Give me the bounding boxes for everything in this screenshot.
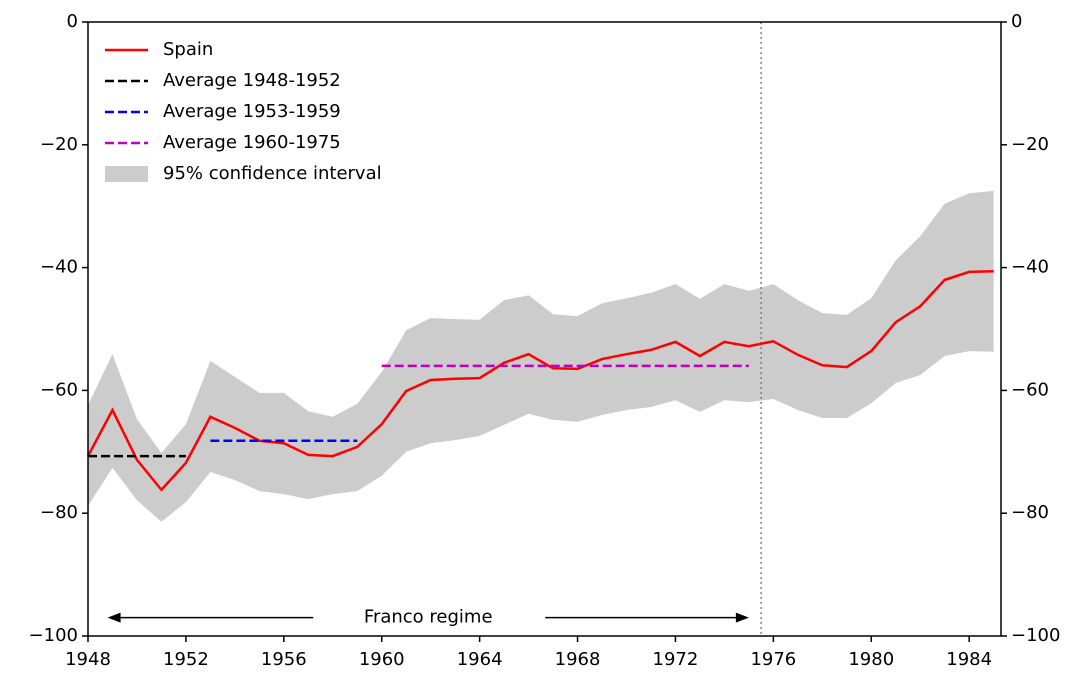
x-tick-label: 1976 (750, 649, 796, 670)
x-tick-label: 1968 (555, 649, 601, 670)
confidence-band (88, 190, 994, 522)
arrow-head (735, 612, 749, 623)
x-tick-label: 1956 (261, 649, 307, 670)
y-tick-label: −80 (40, 502, 78, 523)
data-line (86, 270, 994, 492)
y2-tick-label: −20 (1011, 134, 1049, 155)
annotation-text: Franco regime (364, 607, 493, 628)
legend-label: Spain (163, 39, 213, 60)
y-tick-label: −40 (40, 257, 78, 278)
y2-tick-label: −40 (1011, 257, 1049, 278)
legend-label: 95% confidence interval (163, 163, 382, 184)
plot-frame (87, 21, 1002, 637)
y2-tick-label: −100 (1011, 625, 1060, 646)
y2-tick-label: −60 (1011, 379, 1049, 400)
x-tick-label: 1972 (653, 649, 699, 670)
y2-tick-label: 0 (1011, 11, 1022, 32)
y-tick-label: −60 (40, 379, 78, 400)
arrow-head (107, 612, 121, 623)
y-tick-label: −100 (29, 625, 78, 646)
legend-label: Average 1953-1959 (163, 101, 341, 122)
y-tick-label: 0 (67, 11, 78, 32)
legend-label: Average 1960-1975 (163, 132, 341, 153)
y2-tick-label: −80 (1011, 502, 1049, 523)
x-tick-label: 1952 (163, 649, 209, 670)
legend-label: Average 1948-1952 (163, 70, 341, 91)
x-tick-label: 1948 (65, 649, 111, 670)
y-tick-label: −20 (40, 134, 78, 155)
x-tick-label: 1960 (359, 649, 405, 670)
legend-swatch (105, 166, 148, 182)
x-tick-label: 1964 (457, 649, 503, 670)
x-tick-label: 1980 (848, 649, 894, 670)
x-tick-label: 1984 (946, 649, 992, 670)
